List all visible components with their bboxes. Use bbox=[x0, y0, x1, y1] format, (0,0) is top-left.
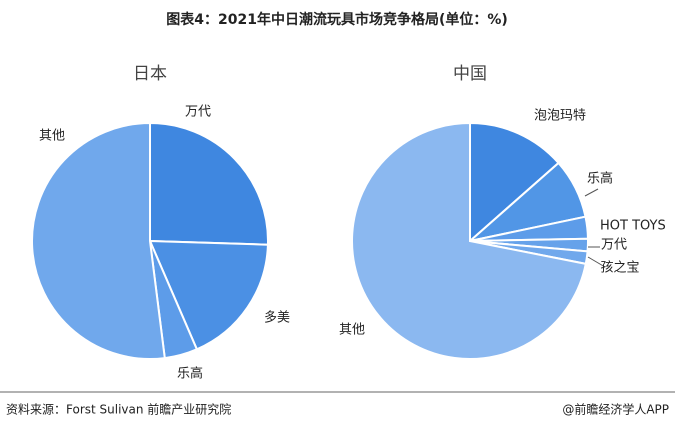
slice-label: 孩之宝 bbox=[600, 261, 639, 276]
slice-label: 万代 bbox=[601, 238, 627, 253]
pie-slice bbox=[149, 121, 269, 246]
pie-slice bbox=[469, 121, 560, 244]
page-title: 图表4：2021年中日潮流玩具市场竞争格局(单位：%) bbox=[166, 11, 508, 28]
slice-label: 乐高 bbox=[177, 366, 203, 382]
pie-slice bbox=[148, 239, 269, 351]
pie-title: 日本 bbox=[133, 64, 167, 84]
slice-label: 其他 bbox=[39, 129, 65, 144]
slice-label: 泡泡玛特 bbox=[534, 109, 586, 124]
slice-label: 乐高 bbox=[587, 171, 613, 187]
source: 资料来源：Forst Sulivan 前瞻产业研究院 bbox=[6, 402, 231, 417]
slice-label: 万代 bbox=[185, 105, 211, 120]
pie-slice bbox=[351, 121, 587, 360]
slice-label: 多美 bbox=[264, 310, 290, 326]
credit: @前瞻经济学人APP bbox=[562, 402, 669, 417]
slice-label: 其他 bbox=[339, 323, 365, 338]
pie-slice bbox=[31, 121, 166, 360]
leader-line bbox=[587, 256, 606, 268]
leader-line bbox=[584, 188, 599, 197]
pie-title: 中国 bbox=[453, 64, 487, 84]
slice-label: HOT TOYS bbox=[600, 219, 666, 234]
